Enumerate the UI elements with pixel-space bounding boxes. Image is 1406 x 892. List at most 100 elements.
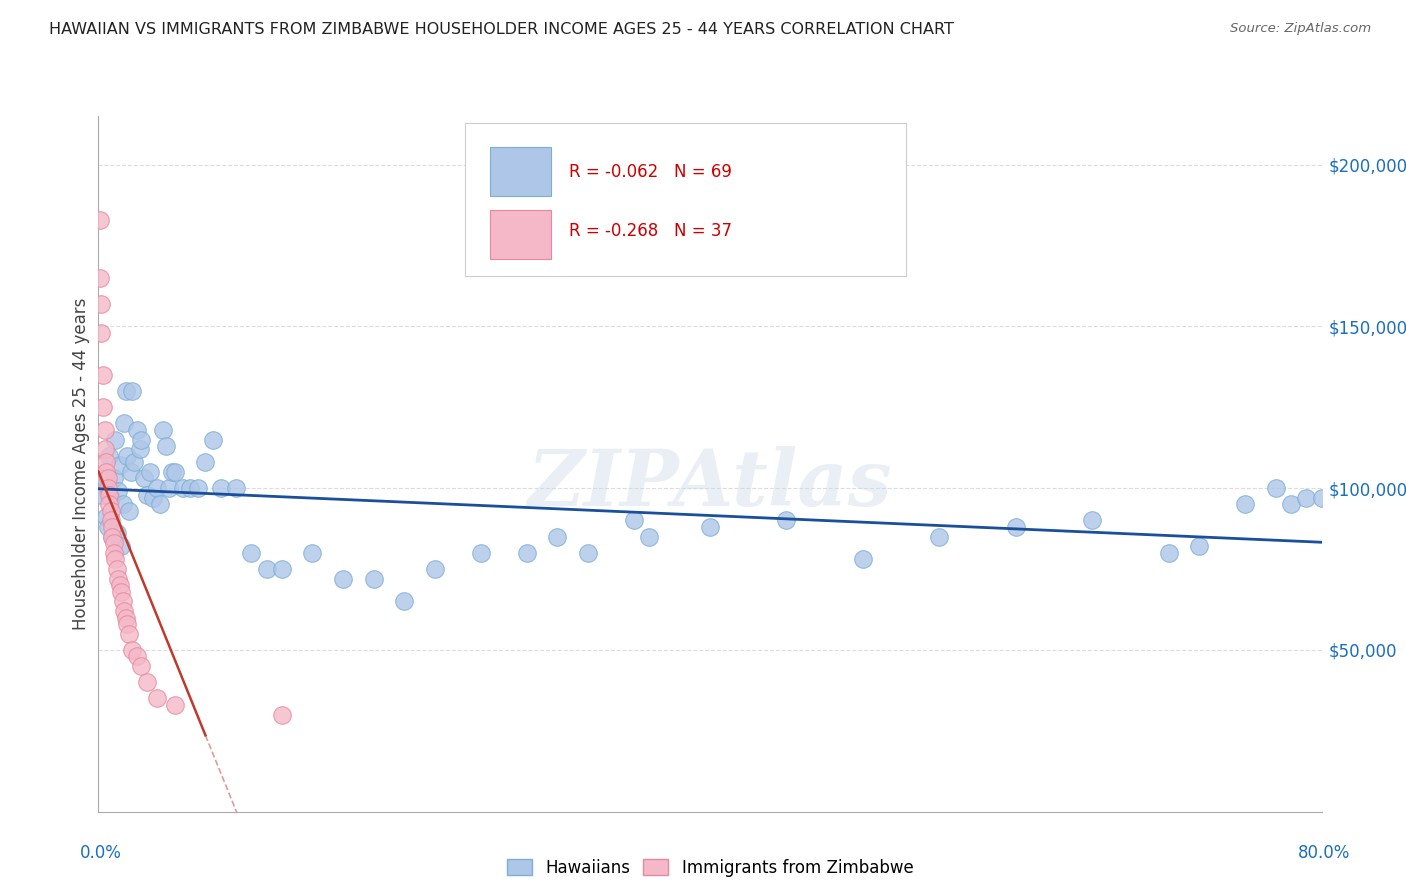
Point <box>105 562 128 576</box>
Point <box>363 572 385 586</box>
Text: Source: ZipAtlas.com: Source: ZipAtlas.com <box>1230 22 1371 36</box>
Point <box>1310 491 1333 505</box>
Point <box>118 504 141 518</box>
Point <box>179 481 201 495</box>
Point <box>256 562 278 576</box>
Point <box>1264 481 1286 495</box>
Text: R = -0.268   N = 37: R = -0.268 N = 37 <box>569 222 733 240</box>
Point <box>91 368 114 382</box>
Point <box>392 594 416 608</box>
Point <box>172 481 194 495</box>
Point <box>122 455 145 469</box>
Point <box>129 659 152 673</box>
Point <box>775 513 797 527</box>
Point <box>89 270 111 285</box>
Point <box>104 433 127 447</box>
Point <box>202 433 225 447</box>
Point <box>209 481 232 495</box>
Point <box>699 520 721 534</box>
Point <box>576 546 599 560</box>
Point <box>112 604 135 618</box>
Point <box>1157 546 1180 560</box>
Point <box>121 384 143 398</box>
Text: HAWAIIAN VS IMMIGRANTS FROM ZIMBABWE HOUSEHOLDER INCOME AGES 25 - 44 YEARS CORRE: HAWAIIAN VS IMMIGRANTS FROM ZIMBABWE HOU… <box>49 22 955 37</box>
Point <box>103 546 125 560</box>
Point <box>98 497 121 511</box>
Y-axis label: Householder Income Ages 25 - 44 years: Householder Income Ages 25 - 44 years <box>72 298 90 630</box>
Point <box>423 562 446 576</box>
Point <box>100 491 122 505</box>
Point <box>101 530 124 544</box>
Point <box>470 546 492 560</box>
Point <box>97 481 120 495</box>
Point <box>125 649 148 664</box>
Point <box>97 471 120 485</box>
Point <box>125 423 148 437</box>
Point <box>94 455 117 469</box>
Point <box>90 296 112 310</box>
Point <box>240 546 263 560</box>
Point <box>1234 497 1257 511</box>
Point <box>623 513 645 527</box>
Point <box>100 504 122 518</box>
Point <box>107 484 129 499</box>
Point <box>155 439 177 453</box>
Point <box>157 481 180 495</box>
Text: 80.0%: 80.0% <box>1298 844 1351 862</box>
FancyBboxPatch shape <box>489 210 551 259</box>
Text: R = -0.062   N = 69: R = -0.062 N = 69 <box>569 162 733 180</box>
Point <box>134 471 156 485</box>
Point <box>1004 520 1026 534</box>
Point <box>163 465 186 479</box>
Point <box>111 497 134 511</box>
Point <box>270 562 292 576</box>
Point <box>1279 497 1302 511</box>
Point <box>225 481 247 495</box>
Point <box>117 449 139 463</box>
Point <box>852 552 875 566</box>
Point <box>94 465 117 479</box>
Point <box>332 572 354 586</box>
Point <box>121 643 143 657</box>
Point <box>97 520 120 534</box>
FancyBboxPatch shape <box>489 147 551 196</box>
Point <box>1188 540 1211 554</box>
Point <box>1081 513 1104 527</box>
Point <box>194 455 217 469</box>
Point <box>103 536 125 550</box>
Point <box>101 520 124 534</box>
Point <box>142 491 165 505</box>
Point <box>145 481 167 495</box>
Point <box>152 423 174 437</box>
Point <box>160 465 183 479</box>
Point <box>108 578 131 592</box>
Point <box>139 465 162 479</box>
Point <box>105 526 128 541</box>
Point <box>100 513 122 527</box>
Point <box>93 471 115 485</box>
Point <box>98 449 121 463</box>
Point <box>129 433 152 447</box>
Point <box>108 458 131 473</box>
Point <box>115 384 138 398</box>
Point <box>149 497 172 511</box>
Point <box>187 481 209 495</box>
Point <box>112 417 135 431</box>
Point <box>110 584 132 599</box>
Point <box>637 530 661 544</box>
Point <box>516 546 538 560</box>
Point <box>111 594 134 608</box>
Point <box>270 707 292 722</box>
Point <box>301 546 323 560</box>
Point <box>107 572 129 586</box>
Legend: Hawaiians, Immigrants from Zimbabwe: Hawaiians, Immigrants from Zimbabwe <box>501 852 920 883</box>
Point <box>928 530 950 544</box>
Point <box>117 617 139 632</box>
Point <box>1295 491 1317 505</box>
Point <box>163 698 186 712</box>
Point <box>118 626 141 640</box>
Point <box>136 487 159 501</box>
Point <box>93 423 115 437</box>
Point <box>104 552 127 566</box>
Point <box>89 212 111 227</box>
